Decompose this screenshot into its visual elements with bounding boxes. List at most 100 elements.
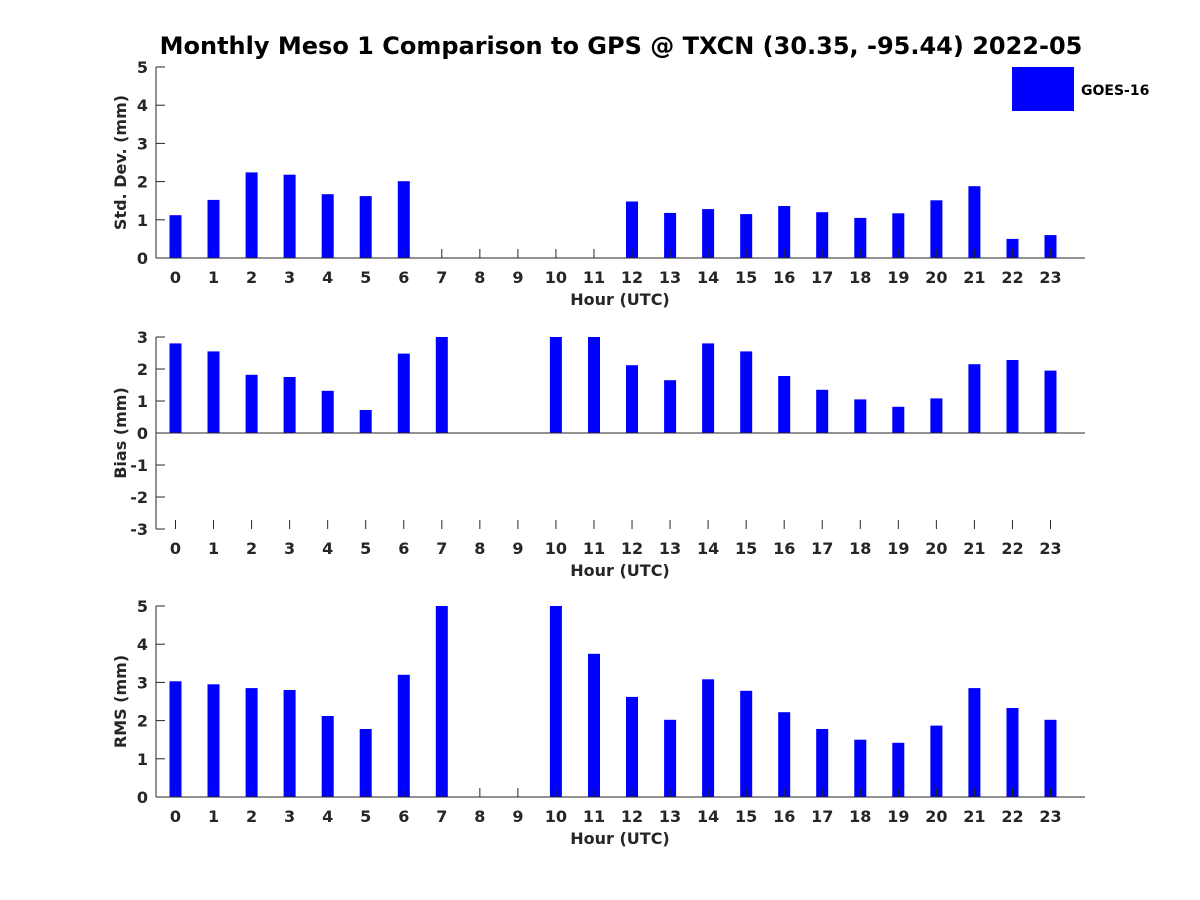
x-tick-label-std-dev-13: 13 (659, 268, 681, 287)
x-tick-label-std-dev-22: 22 (1001, 268, 1023, 287)
x-tick-label-rms-22: 22 (1001, 807, 1023, 826)
x-tick-label-std-dev-21: 21 (963, 268, 985, 287)
bar-rms-hour-20 (930, 725, 943, 797)
x-tick-label-bias-12: 12 (621, 539, 643, 558)
x-tick-label-rms-4: 4 (322, 807, 333, 826)
chart-title: Monthly Meso 1 Comparison to GPS @ TXCN … (160, 32, 1083, 60)
bar-std-dev-hour-3 (283, 174, 296, 258)
x-tick-label-bias-0: 0 (170, 539, 181, 558)
bar-std-dev-hour-18 (854, 217, 867, 258)
bar-rms-hour-6 (397, 674, 410, 797)
y-tick-label-bias-3: 3 (137, 328, 148, 347)
y-tick-label-std-dev-5: 5 (137, 58, 148, 77)
x-tick-label-rms-13: 13 (659, 807, 681, 826)
bar-bias-hour-1 (207, 351, 220, 433)
bar-bias-hour-21 (968, 364, 981, 433)
x-tick-label-bias-23: 23 (1039, 539, 1061, 558)
x-tick-label-rms-0: 0 (170, 807, 181, 826)
y-tick-label-rms-0: 0 (137, 788, 148, 807)
x-tick-label-std-dev-4: 4 (322, 268, 333, 287)
x-tick-label-bias-2: 2 (246, 539, 257, 558)
x-tick-label-std-dev-9: 9 (512, 268, 523, 287)
bar-rms-hour-11 (588, 653, 600, 798)
bar-bias-hour-22 (1006, 360, 1019, 433)
x-tick-label-bias-6: 6 (398, 539, 409, 558)
bar-bias-hour-6 (397, 353, 410, 433)
bar-bias-hour-10 (549, 337, 562, 433)
x-tick-label-bias-19: 19 (887, 539, 909, 558)
x-tick-label-rms-16: 16 (773, 807, 795, 826)
bar-bias-hour-20 (930, 398, 943, 433)
x-tick-label-rms-5: 5 (360, 807, 371, 826)
x-tick-label-std-dev-7: 7 (436, 268, 447, 287)
bar-std-dev-hour-1 (207, 199, 220, 258)
bar-rms-hour-5 (359, 729, 372, 797)
bar-rms-hour-4 (321, 716, 334, 797)
bar-bias-hour-3 (283, 377, 296, 433)
y-tick-label-rms-1: 1 (137, 750, 148, 769)
y-tick-label-bias--2: -2 (130, 488, 148, 507)
y-axis-label-std-dev: Std. Dev. (mm) (111, 95, 130, 230)
bar-rms-hour-17 (816, 729, 829, 797)
legend: GOES-16 (1012, 67, 1149, 111)
bar-bias-hour-13 (664, 380, 677, 433)
bar-std-dev-hour-15 (740, 214, 753, 258)
bar-rms-hour-10 (549, 606, 562, 797)
x-tick-label-bias-1: 1 (208, 539, 219, 558)
y-tick-label-rms-4: 4 (137, 635, 148, 654)
bar-bias-hour-5 (359, 410, 372, 433)
bar-rms-hour-0 (169, 681, 182, 797)
bar-rms-hour-3 (283, 690, 296, 797)
bar-bias-hour-16 (778, 376, 791, 433)
bar-rms-hour-14 (702, 679, 715, 797)
x-tick-label-std-dev-2: 2 (246, 268, 257, 287)
y-axis-label-bias: Bias (mm) (111, 387, 130, 479)
x-tick-label-rms-20: 20 (925, 807, 947, 826)
y-tick-label-rms-5: 5 (137, 597, 148, 616)
x-tick-label-bias-20: 20 (925, 539, 947, 558)
bar-rms-hour-23 (1044, 719, 1057, 797)
x-tick-label-std-dev-23: 23 (1039, 268, 1061, 287)
bar-bias-hour-11 (588, 337, 600, 433)
y-tick-label-bias--1: -1 (130, 456, 148, 475)
bar-std-dev-hour-12 (626, 201, 638, 258)
bar-rms-hour-18 (854, 739, 867, 797)
x-tick-label-std-dev-14: 14 (697, 268, 719, 287)
bar-std-dev-hour-20 (930, 200, 943, 258)
x-tick-label-bias-18: 18 (849, 539, 871, 558)
x-tick-label-rms-23: 23 (1039, 807, 1061, 826)
x-tick-label-bias-4: 4 (322, 539, 333, 558)
bar-rms-hour-22 (1006, 708, 1019, 797)
x-tick-label-std-dev-20: 20 (925, 268, 947, 287)
bar-std-dev-hour-16 (778, 206, 791, 258)
bar-rms-hour-21 (968, 688, 981, 797)
bar-rms-hour-2 (245, 688, 258, 797)
bar-rms-hour-19 (892, 742, 905, 797)
x-tick-label-rms-15: 15 (735, 807, 757, 826)
x-tick-label-rms-12: 12 (621, 807, 643, 826)
bar-bias-hour-19 (892, 406, 905, 433)
x-tick-label-std-dev-18: 18 (849, 268, 871, 287)
y-tick-label-rms-3: 3 (137, 673, 148, 692)
bar-bias-hour-2 (245, 374, 258, 433)
y-tick-label-bias-1: 1 (137, 392, 148, 411)
x-tick-label-rms-17: 17 (811, 807, 833, 826)
y-tick-label-std-dev-2: 2 (137, 173, 148, 192)
bar-rms-hour-13 (664, 719, 677, 797)
x-tick-label-bias-15: 15 (735, 539, 757, 558)
bar-bias-hour-4 (321, 390, 334, 433)
x-tick-label-bias-16: 16 (773, 539, 795, 558)
x-axis-label-rms: Hour (UTC) (570, 829, 670, 848)
bar-bias-hour-14 (702, 343, 715, 433)
bar-bias-hour-17 (816, 389, 829, 433)
bar-std-dev-hour-0 (169, 215, 182, 258)
x-tick-label-std-dev-17: 17 (811, 268, 833, 287)
bar-bias-hour-0 (169, 343, 182, 433)
x-tick-label-std-dev-16: 16 (773, 268, 795, 287)
x-tick-label-rms-3: 3 (284, 807, 295, 826)
bar-rms-hour-7 (435, 606, 448, 797)
x-tick-label-bias-7: 7 (436, 539, 447, 558)
bar-std-dev-hour-2 (245, 172, 258, 258)
